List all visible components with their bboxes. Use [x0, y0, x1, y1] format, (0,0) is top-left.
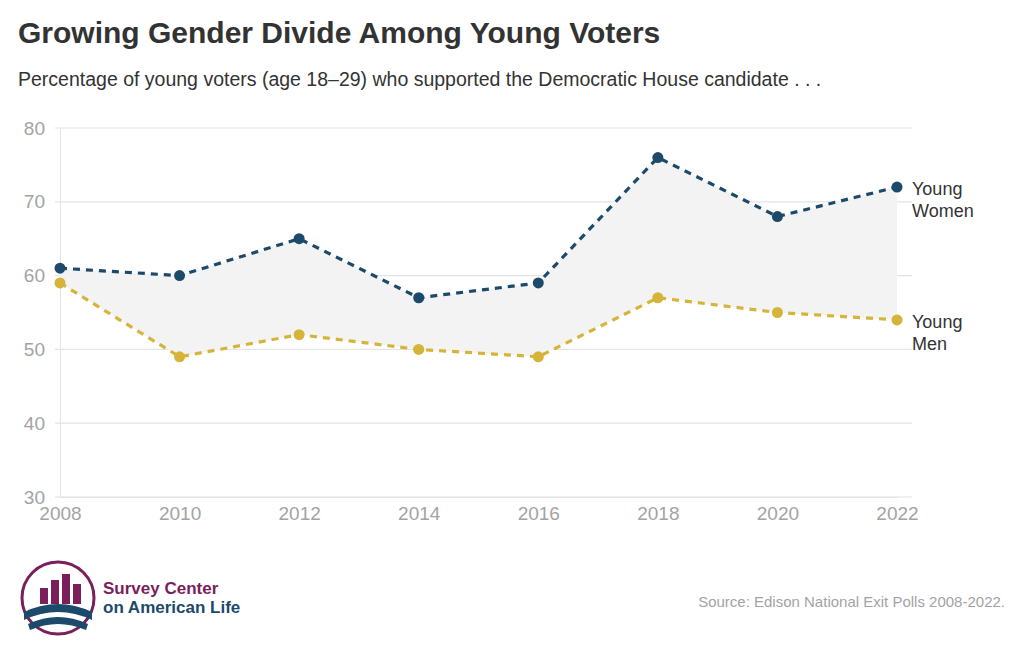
series-marker — [533, 351, 544, 362]
grid-line — [55, 201, 912, 202]
grid — [55, 128, 912, 497]
x-axis: 2008 2010 2012 2014 2016 2018 2020 2022 — [39, 497, 918, 524]
x-tick: 2020 — [757, 497, 799, 524]
x-tick: 2018 — [637, 497, 679, 524]
grid-line — [55, 496, 912, 497]
grid-line — [55, 423, 912, 424]
series-marker — [55, 277, 66, 288]
x-tick-label: 2020 — [757, 503, 799, 524]
y-tick: 50 — [24, 339, 60, 360]
y-tick: 40 — [24, 413, 60, 434]
x-tick-label: 2012 — [279, 503, 321, 524]
series-marker — [652, 292, 663, 303]
logo-bar — [62, 574, 70, 604]
logo-bar — [40, 588, 48, 604]
series-marker — [55, 263, 66, 274]
x-tick: 2012 — [279, 497, 321, 524]
logo-text: on American Life — [103, 598, 240, 617]
y-tick-label: 50 — [24, 339, 45, 360]
series-line — [60, 283, 897, 357]
source: Source: Edison National Exit Polls 2008-… — [698, 593, 1005, 610]
gap-area — [60, 158, 897, 357]
logo — [22, 562, 94, 634]
series-marker — [772, 211, 783, 222]
x-tick-label: 2018 — [637, 503, 679, 524]
y-axis: 304050607080 — [24, 118, 61, 508]
logo-ring — [22, 562, 94, 634]
series-marker — [892, 314, 903, 325]
x-tick-label: 2014 — [398, 503, 441, 524]
x-tick: 2016 — [518, 497, 560, 524]
x-tick-label: 2010 — [159, 503, 201, 524]
x-tick-label: 2022 — [876, 503, 918, 524]
subtitle: Percentage of young voters (age 18–29) w… — [18, 68, 821, 90]
y-axis-line — [60, 129, 61, 498]
series-label: YoungMen — [912, 312, 962, 354]
series-marker — [294, 233, 305, 244]
y-tick-label: 70 — [24, 191, 45, 212]
series-marker — [413, 292, 424, 303]
y-tick-label: 40 — [24, 413, 45, 434]
title: Growing Gender Divide Among Young Voters — [18, 16, 660, 49]
x-tick-label: 2016 — [518, 503, 560, 524]
x-tick: 2022 — [876, 497, 918, 524]
logo-wave — [28, 617, 88, 630]
y-tick: 80 — [24, 118, 60, 139]
x-tick: 2010 — [159, 497, 201, 524]
y-tick-label: 60 — [24, 265, 45, 286]
series-marker — [174, 351, 185, 362]
series-marker — [294, 329, 305, 340]
logo-bar — [51, 580, 59, 604]
series-marker — [413, 344, 424, 355]
series-marker — [174, 270, 185, 281]
x-tick: 2008 — [39, 497, 81, 524]
series-label: YoungWomen — [912, 179, 974, 221]
series-line — [60, 158, 897, 298]
logo-bar — [73, 584, 81, 604]
x-axis-line — [61, 497, 898, 498]
logo-text: Survey Center — [103, 579, 219, 598]
grid-line — [55, 127, 912, 128]
series-marker — [533, 277, 544, 288]
y-tick: 70 — [24, 191, 60, 212]
series-marker — [652, 152, 663, 163]
x-tick: 2014 — [398, 497, 441, 524]
plot-area — [55, 152, 903, 362]
x-tick-label: 2008 — [39, 503, 81, 524]
series-marker — [892, 182, 903, 193]
series-marker — [772, 307, 783, 318]
y-tick-label: 80 — [24, 118, 45, 139]
chart: Growing Gender Divide Among Young Voters… — [0, 0, 1024, 658]
